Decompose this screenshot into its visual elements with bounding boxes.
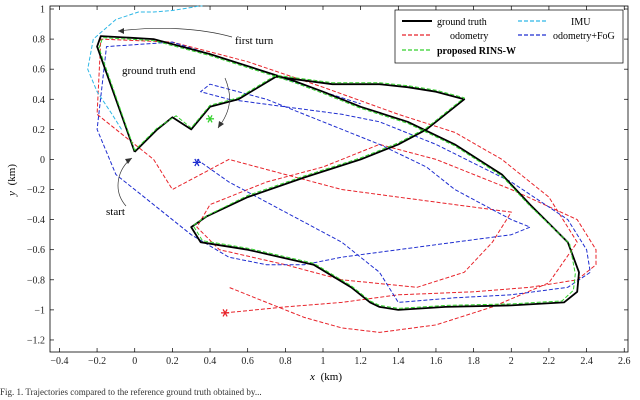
marker-layer — [192, 115, 230, 317]
y-axis-label-var: y — [6, 191, 18, 197]
x-tick-label: −0.4 — [50, 356, 68, 367]
annotation-first-turn: first turn — [117, 27, 274, 47]
annotation-first-turn-label: first turn — [235, 35, 274, 47]
annotation-first-turn-arrow — [117, 27, 233, 38]
legend-label-ground-truth: ground truth — [437, 17, 487, 28]
legend-label-imu: IMU — [571, 17, 591, 28]
y-axis-label: y (km) — [6, 164, 18, 197]
series-line-odometry-fog — [96, 41, 591, 303]
annotation-ground-truth-end-label: ground truth end — [122, 65, 196, 77]
y-tick-label: −1.2 — [27, 335, 45, 346]
legend-box — [394, 9, 624, 64]
y-tick-label: 0.2 — [33, 125, 46, 136]
x-tick-label: 2.2 — [543, 356, 556, 367]
annotation-start-label: start — [106, 206, 125, 218]
end-marker — [192, 158, 201, 167]
y-tick-label: 1 — [40, 5, 45, 16]
series-line-ground-truth — [96, 35, 580, 311]
x-tick-label: 0.8 — [279, 356, 292, 367]
y-axis-label-unit: (km) — [6, 164, 18, 186]
trajectory-chart: −0.4 −0.2 0 0.2 0.4 0.6 0.8 1 1.2 1.4 1.6 1.8 2 2.2 2.… — [6, 5, 631, 383]
x-tick-label: 1.6 — [430, 356, 443, 367]
annotation-first-turn-arrowhead — [118, 28, 124, 34]
y-tick-label: −0.4 — [27, 215, 45, 226]
x-tick-label: 1.2 — [354, 356, 367, 367]
x-tick-label: 0.2 — [166, 356, 179, 367]
x-tick-label: 1.8 — [467, 356, 480, 367]
x-tick-label: 0.6 — [241, 356, 254, 367]
y-tick-label: −1 — [34, 305, 45, 316]
series-line-imu — [87, 5, 203, 130]
x-axis-label-unit: (km) — [321, 371, 343, 383]
x-tick-label: 0.4 — [204, 356, 217, 367]
annotation-start-arrowhead — [125, 158, 132, 164]
plot-frame — [49, 5, 629, 353]
series-layer — [87, 5, 597, 333]
legend-label-odometry: odometry — [450, 31, 488, 42]
axis-ticks: −0.4 −0.2 0 0.2 0.4 0.6 0.8 1 1.2 1.4 1.6 1.8 2 2.2 2.… — [27, 5, 631, 367]
y-tick-label: 0.4 — [33, 95, 46, 106]
x-axis-label-var: x — [309, 371, 315, 383]
annotation-start: start — [106, 157, 133, 218]
annotation-ground-truth-end: ground truth end — [122, 65, 230, 129]
series-line-proposed-rins-w — [98, 37, 576, 309]
figure-caption: Fig. 1. Trajectories compared to the ref… — [0, 387, 262, 397]
end-marker — [206, 115, 215, 123]
x-tick-label: 0 — [132, 356, 137, 367]
x-tick-label: −0.2 — [88, 356, 106, 367]
y-tick-label: 0 — [40, 155, 45, 166]
y-tick-label: 0.8 — [33, 35, 46, 46]
x-axis-label: x (km) — [309, 371, 342, 383]
y-tick-label: −0.6 — [27, 245, 45, 256]
x-tick-label: 1.4 — [392, 356, 405, 367]
legend-label-rins-w: proposed RINS-W — [437, 46, 516, 57]
y-tick-label: −0.8 — [27, 275, 45, 286]
series-line-odometry — [96, 38, 597, 333]
end-marker — [221, 309, 230, 317]
x-tick-label: 2.4 — [580, 356, 593, 367]
y-tick-label: 0.6 — [33, 65, 46, 76]
x-tick-label: 2 — [509, 356, 514, 367]
annotation-ground-truth-end-arrowhead — [218, 121, 224, 128]
y-tick-label: −0.2 — [27, 185, 45, 196]
x-tick-label: 2.6 — [618, 356, 631, 367]
legend-label-odometry-fog: odometry+FoG — [553, 31, 615, 42]
legend: ground truth IMU odometry odometry+FoG p… — [394, 9, 624, 64]
x-tick-label: 1 — [320, 356, 325, 367]
